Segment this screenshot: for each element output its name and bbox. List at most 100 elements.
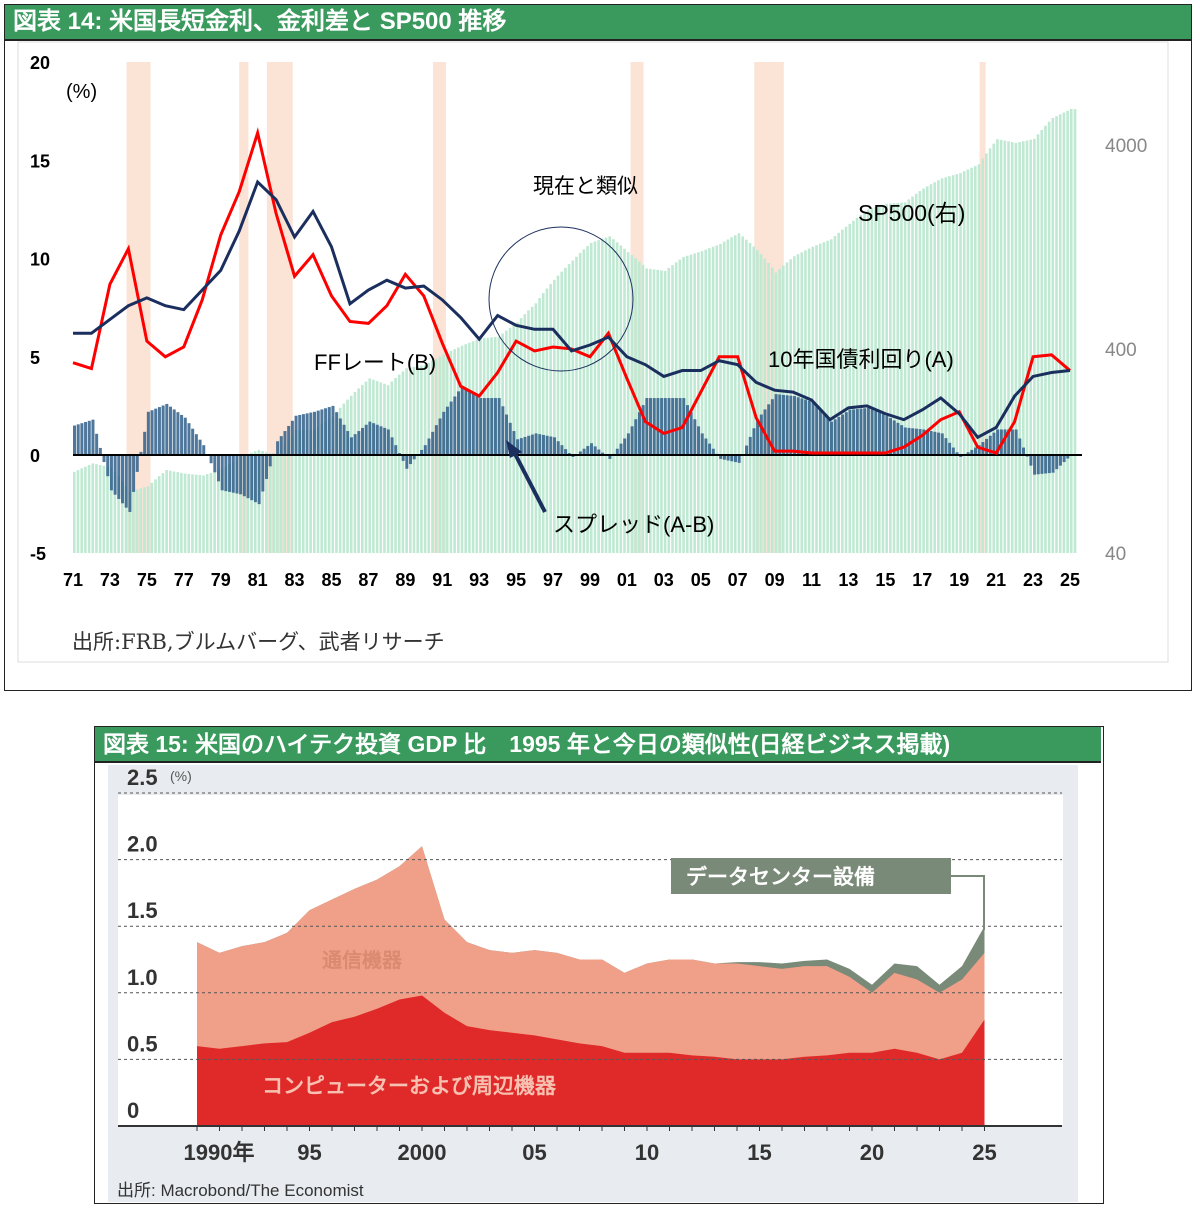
sp500-bar [937,180,940,553]
spread-bar [737,455,741,463]
x-tick-label: 25 [972,1140,996,1165]
sp500-bar [209,472,213,553]
spread-bar [774,394,778,455]
sp500-bar [556,275,560,553]
spread-bar [121,455,125,504]
sp500-bar [294,430,298,553]
spread-bar [479,398,483,455]
spread-bar [102,455,106,463]
spread-bar [165,403,169,455]
spread-bar [132,455,136,492]
spread-bar [438,418,442,455]
sp500-bar [205,474,209,553]
x-tick-label: 25 [1060,570,1080,590]
spread-bar [630,426,634,455]
sp500-bar [833,236,837,553]
spread-bar [866,407,870,455]
spread-bar [892,420,896,455]
spread-bar [327,407,331,455]
sp500-bar [726,239,730,553]
y2-tick-label: 400 [1105,340,1137,361]
sp500-bar [623,248,626,553]
spread-bar [785,395,789,455]
sp500-bar [109,467,113,553]
spread-bar [973,447,977,455]
spread-bar [346,431,350,455]
spread-bar [634,419,638,455]
sp500-bar [940,178,944,554]
spread-bar [431,431,435,455]
spread-bar [501,406,505,455]
sp500-bar [560,271,564,553]
sp500-bar [589,242,593,553]
sp500-bar [154,479,157,553]
sp500-bar [143,487,146,553]
sp500-bar [829,239,833,553]
spread-bar [770,399,774,455]
sp500-bar [309,430,312,553]
sp500-bar [944,177,948,554]
spread-bar [896,422,900,455]
sp500-bar [106,466,109,553]
spread-bar [335,412,339,455]
spread-bar [789,395,793,455]
spread-bar [730,455,734,462]
sp500-bar [316,427,320,553]
spread-bar [619,443,623,455]
spread-bar [154,408,158,455]
sp500-bar [412,366,416,553]
annotation-similar: 現在と類似 [533,175,638,198]
sp500-bar [246,454,250,553]
sp500-bar [615,242,619,553]
spread-bar [641,405,645,455]
spread-bar [1021,447,1025,455]
sp500-bar [180,472,183,553]
sp500-bar [298,430,301,553]
spread-bar [124,455,128,508]
sp500-bar [730,237,733,553]
sp500-bar [80,468,83,553]
spread-bar [1051,455,1055,473]
spread-bar [859,408,863,455]
spread-bar [848,409,852,455]
ten-year-yield-line [73,179,1071,440]
recession-band [239,62,249,553]
spread-bar [1055,455,1059,470]
chart15-title: 図表 15: 米国のハイテク投資 GDP 比 1995 年と今日の類似性(日経ビ… [95,727,1101,763]
sp500-bar [357,388,360,553]
spread-bar [442,411,446,455]
spread-bar [833,419,837,455]
spread-bar [394,445,398,455]
spread-bar [91,419,95,455]
sp500-bar [593,241,597,553]
sp500-bar [759,254,763,553]
ff-rate-label: FFレート(B) [314,350,436,375]
sp500-bar [597,240,600,553]
sp500-bar [903,202,907,553]
chart14-title: 図表 14: 米国長短金利、金利差と SP500 推移 [5,5,1191,41]
sp500-bar [575,256,578,553]
spread-bar [146,411,150,455]
spread-bar [900,425,904,455]
spread-bar [401,455,405,461]
sp500-bar [84,466,87,553]
spread-bar [106,455,110,477]
spread-bar [519,438,523,455]
sp500-bar [1058,114,1062,554]
sp500-bar [150,482,154,553]
sp500-bar [132,490,135,553]
spread-bar [940,433,944,455]
x-tick-label: 15 [747,1140,771,1165]
x-tick-label: 09 [765,570,785,590]
telecom-label: 通信機器 [322,948,403,972]
sp500-bar [996,139,999,553]
sp500-bar [959,173,962,553]
spread-bar [412,455,416,460]
sp500-bar [1062,112,1066,554]
sp500-bar [863,212,866,553]
spread-bar [549,436,553,455]
sp500-bar [1025,140,1029,554]
spread-bar [841,414,845,455]
chart14-source: 出所:FRB,ブルムバーグ、武者リサーチ [72,630,445,654]
